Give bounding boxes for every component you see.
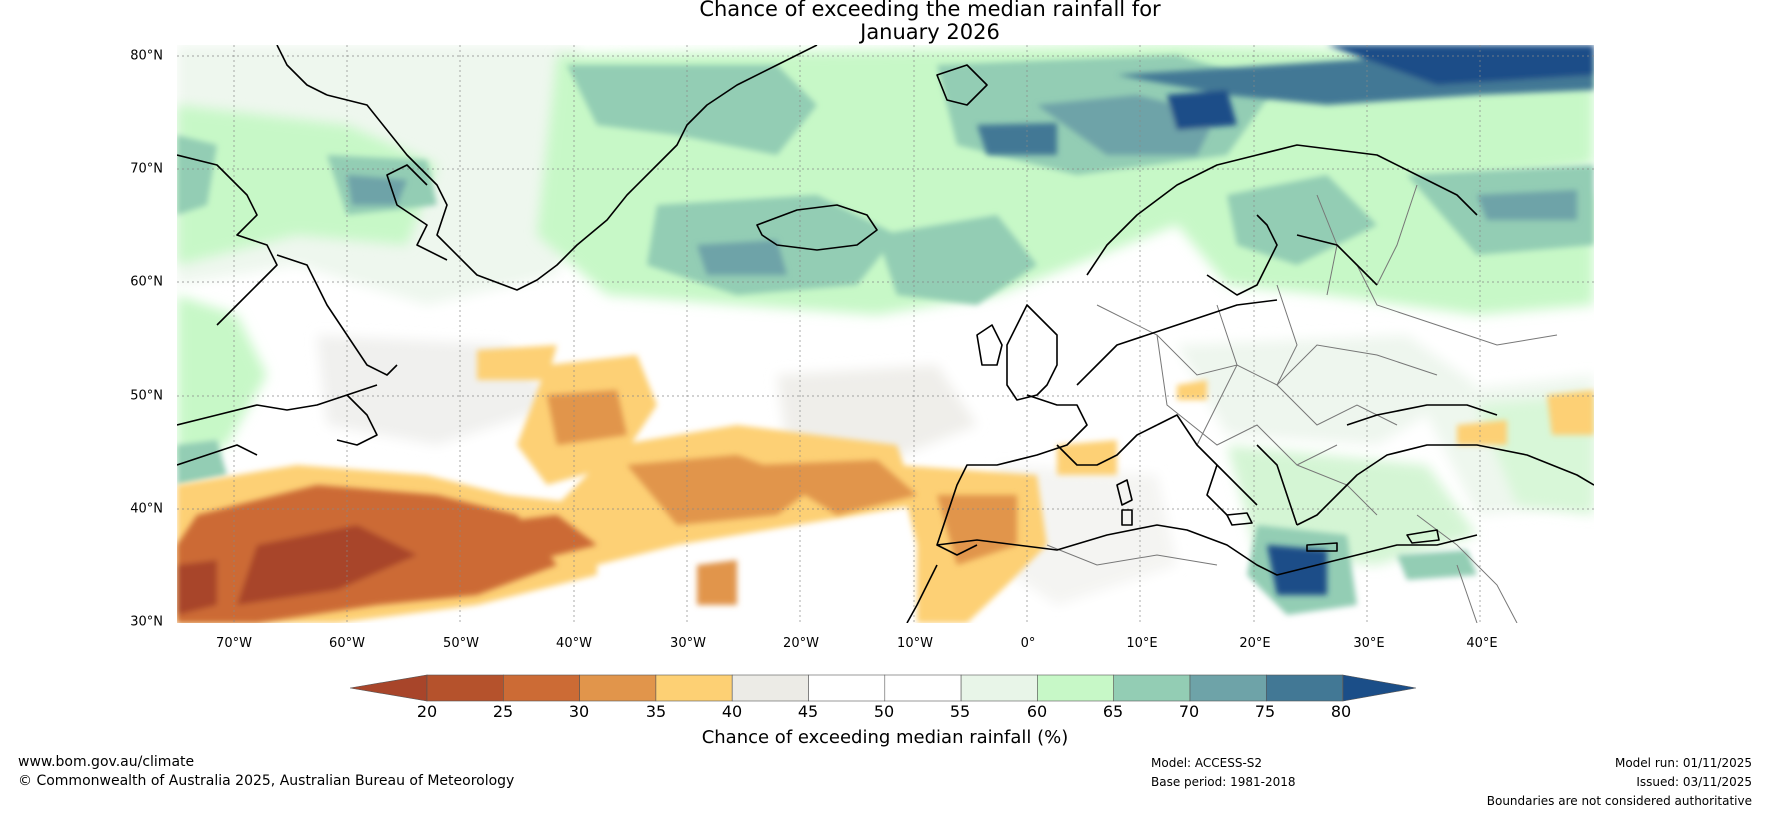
colorbar-tick-60: 60 bbox=[1026, 702, 1048, 721]
probability-field-wet-strong bbox=[347, 45, 1594, 595]
lon-label-60w: 60°W bbox=[329, 636, 365, 651]
colorbar-tick-45: 45 bbox=[797, 702, 819, 721]
map-svg bbox=[177, 45, 1594, 623]
lon-label-30e: 30°E bbox=[1353, 636, 1385, 651]
probability-field-dry-strong bbox=[177, 390, 1017, 623]
colorbar-tick-30: 30 bbox=[568, 702, 590, 721]
colorbar-segment bbox=[1189, 674, 1267, 702]
colorbar-tick-20: 20 bbox=[416, 702, 438, 721]
colorbar-tick-75: 75 bbox=[1254, 702, 1276, 721]
footer-issued: Issued: 03/11/2025 bbox=[1636, 775, 1752, 789]
footer-disclaimer: Boundaries are not considered authoritat… bbox=[1486, 794, 1752, 808]
colorbar-tick-80: 80 bbox=[1330, 702, 1352, 721]
country-borders bbox=[1046, 184, 1558, 623]
colorbar-segment bbox=[884, 674, 962, 702]
lon-label-10w: 10°W bbox=[897, 636, 933, 651]
colorbar-under-arrow bbox=[350, 674, 428, 702]
graticule bbox=[177, 45, 1594, 623]
colorbar-segment bbox=[426, 674, 504, 702]
colorbar-segment bbox=[579, 674, 657, 702]
colorbar-tick-35: 35 bbox=[645, 702, 667, 721]
footer-website: www.bom.gov.au/climate bbox=[18, 754, 195, 770]
lat-label-80n: 80°N bbox=[130, 48, 163, 64]
title-line-1: Chance of exceeding the median rainfall … bbox=[699, 0, 1161, 21]
footer-model: Model: ACCESS-S2 bbox=[1151, 756, 1263, 770]
chart-title: Chance of exceeding the median rainfall … bbox=[0, 0, 1770, 44]
lon-label-40e: 40°E bbox=[1466, 636, 1498, 651]
colorbar-segment bbox=[655, 674, 733, 702]
colorbar-segment bbox=[503, 674, 580, 702]
colorbar-segment bbox=[960, 674, 1038, 702]
lat-label-60n: 60°N bbox=[130, 274, 163, 290]
colorbar-segment bbox=[731, 674, 809, 702]
colorbar-segment bbox=[1113, 674, 1191, 702]
lon-label-50w: 50°W bbox=[443, 636, 479, 651]
footer-copyright: © Commonwealth of Australia 2025, Austra… bbox=[18, 773, 515, 789]
lat-label-40n: 40°N bbox=[130, 501, 163, 517]
lon-label-40w: 40°W bbox=[556, 636, 592, 651]
colorbar-segment bbox=[1037, 674, 1115, 702]
footer-model-run: Model run: 01/11/2025 bbox=[1614, 756, 1752, 770]
colorbar-segment bbox=[808, 674, 886, 702]
lon-label-70w: 70°W bbox=[216, 636, 252, 651]
colorbar-tick-25: 25 bbox=[492, 702, 514, 721]
colorbar-segments bbox=[426, 674, 1343, 702]
colorbar-tick-65: 65 bbox=[1102, 702, 1124, 721]
lat-label-70n: 70°N bbox=[130, 161, 163, 177]
colorbar-label: Chance of exceeding median rainfall (%) bbox=[701, 727, 1069, 748]
lon-label-30w: 30°W bbox=[670, 636, 706, 651]
colorbar-tick-40: 40 bbox=[721, 702, 743, 721]
lon-label-0: 0° bbox=[1020, 636, 1036, 651]
lon-label-10e: 10°E bbox=[1126, 636, 1158, 651]
lon-label-20e: 20°E bbox=[1239, 636, 1271, 651]
lat-label-50n: 50°N bbox=[130, 388, 163, 404]
rainfall-map bbox=[177, 45, 1594, 623]
title-line-2: January 2026 bbox=[860, 20, 1000, 44]
colorbar bbox=[350, 674, 1417, 702]
colorbar-tick-55: 55 bbox=[949, 702, 971, 721]
colorbar-segment bbox=[1265, 674, 1343, 702]
footer-base-period: Base period: 1981-2018 bbox=[1151, 775, 1296, 789]
colorbar-tick-50: 50 bbox=[873, 702, 895, 721]
colorbar-over-arrow bbox=[1342, 674, 1417, 702]
lon-label-20w: 20°W bbox=[783, 636, 819, 651]
coastlines bbox=[177, 45, 1594, 623]
lat-label-30n: 30°N bbox=[130, 614, 163, 630]
colorbar-tick-70: 70 bbox=[1178, 702, 1200, 721]
